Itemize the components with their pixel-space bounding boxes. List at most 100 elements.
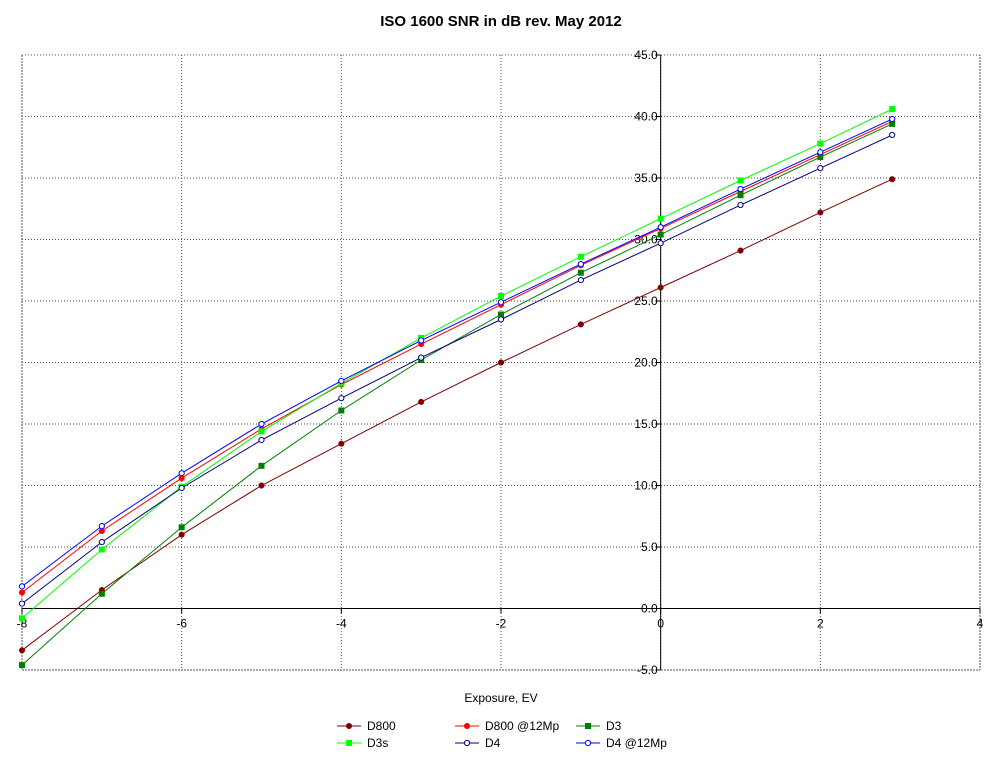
data-point [497, 299, 505, 306]
y-tick-label: 0.0 [641, 602, 658, 616]
data-point [889, 115, 896, 123]
data-point [19, 615, 25, 622]
data-point [418, 337, 425, 344]
legend: D800 D800 @12Mp D3 D3s D4 D4 @12Mp [337, 719, 667, 750]
data-point [737, 185, 744, 193]
legend-label: D3s [367, 736, 388, 750]
data-point [418, 398, 425, 405]
data-point [817, 154, 824, 161]
data-point [498, 311, 504, 318]
y-tick-label: 5.0 [641, 540, 658, 554]
data-point [258, 462, 265, 469]
legend-item: D3s [337, 736, 388, 750]
data-point [178, 470, 185, 477]
data-point [258, 420, 265, 428]
data-point [817, 165, 824, 172]
y-tick-label: 45.0 [634, 48, 658, 62]
y-tick-label: 25.0 [634, 294, 658, 308]
legend-item: D800 @12Mp [455, 719, 560, 733]
series-d800 [18, 176, 896, 654]
legend-item: D4 [455, 736, 501, 750]
data-point [577, 269, 584, 276]
legend-item: D4 @12Mp [576, 736, 667, 750]
y-ticks: -5.0 0.0 5.0 10.0 15.0 20.0 25.0 30.0 35.0 40.0 45… [634, 48, 661, 677]
data-point [737, 192, 744, 199]
x-tick-label: 0 [657, 617, 664, 631]
data-point [889, 176, 896, 183]
data-point [497, 316, 505, 323]
data-point [18, 583, 26, 590]
data-point [737, 201, 744, 209]
legend-marker [463, 722, 471, 730]
series-d4 [18, 131, 896, 607]
data-point [657, 240, 664, 247]
x-tick-label: 2 [817, 617, 824, 631]
y-tick-label: 15.0 [634, 417, 658, 431]
data-point [889, 120, 896, 127]
x-tick-label: 4 [977, 617, 984, 631]
data-point [577, 253, 584, 260]
x-tick-label: -4 [336, 617, 347, 631]
data-point [889, 131, 896, 139]
series-line [21, 120, 893, 593]
data-point [98, 538, 105, 546]
data-point [178, 531, 185, 538]
data-point [497, 359, 505, 366]
chart-title: ISO 1600 SNR in dB rev. May 2012 [380, 13, 622, 30]
y-tick-label: 40.0 [634, 110, 658, 124]
data-point [98, 522, 105, 530]
data-point [889, 106, 896, 113]
legend-label: D4 @12Mp [606, 736, 667, 750]
y-tick-label: 20.0 [634, 356, 658, 370]
data-point [418, 354, 425, 361]
x-axis-label: Exposure, EV [464, 691, 537, 705]
series-line [21, 118, 893, 587]
series-d800-12mp [18, 118, 896, 596]
x-ticks: -8 -6 -4 -2 0 2 4 [17, 608, 984, 631]
legend-marker [584, 739, 592, 747]
legend-marker [346, 740, 352, 746]
data-point [737, 177, 744, 184]
data-point [178, 524, 185, 531]
data-point [338, 440, 345, 447]
series-group [18, 106, 896, 669]
legend-label: D800 @12Mp [485, 719, 560, 733]
data-point [577, 276, 584, 284]
data-point [737, 247, 744, 254]
series-line [21, 178, 893, 651]
data-point [577, 261, 584, 268]
data-point [657, 284, 664, 291]
data-point [657, 224, 664, 231]
x-tick-label: -2 [496, 617, 507, 631]
x-tick-label: -8 [17, 617, 28, 631]
data-point [817, 140, 824, 147]
data-point [178, 484, 185, 492]
data-point [577, 321, 584, 328]
data-point [498, 293, 504, 300]
data-point [657, 215, 664, 222]
series-line [21, 134, 893, 604]
y-tick-label: 30.0 [634, 233, 658, 247]
data-point [258, 482, 265, 489]
legend-marker [463, 739, 471, 747]
legend-label: D4 [485, 736, 501, 750]
series-d4-12mp [18, 115, 896, 590]
y-tick-label: -5.0 [637, 663, 658, 677]
data-point [18, 589, 26, 596]
series-d3 [19, 120, 896, 669]
legend-label: D800 [367, 719, 396, 733]
data-point [18, 600, 26, 607]
data-point [258, 436, 265, 444]
legend-item: D3 [576, 719, 622, 733]
data-point [817, 149, 824, 156]
data-point [98, 590, 105, 597]
data-point [19, 662, 25, 669]
data-point [258, 428, 265, 435]
legend-marker [345, 722, 353, 730]
data-point [18, 647, 26, 654]
data-point [98, 546, 105, 553]
data-point [338, 407, 345, 414]
data-point [657, 231, 664, 238]
legend-item: D800 [337, 719, 396, 733]
